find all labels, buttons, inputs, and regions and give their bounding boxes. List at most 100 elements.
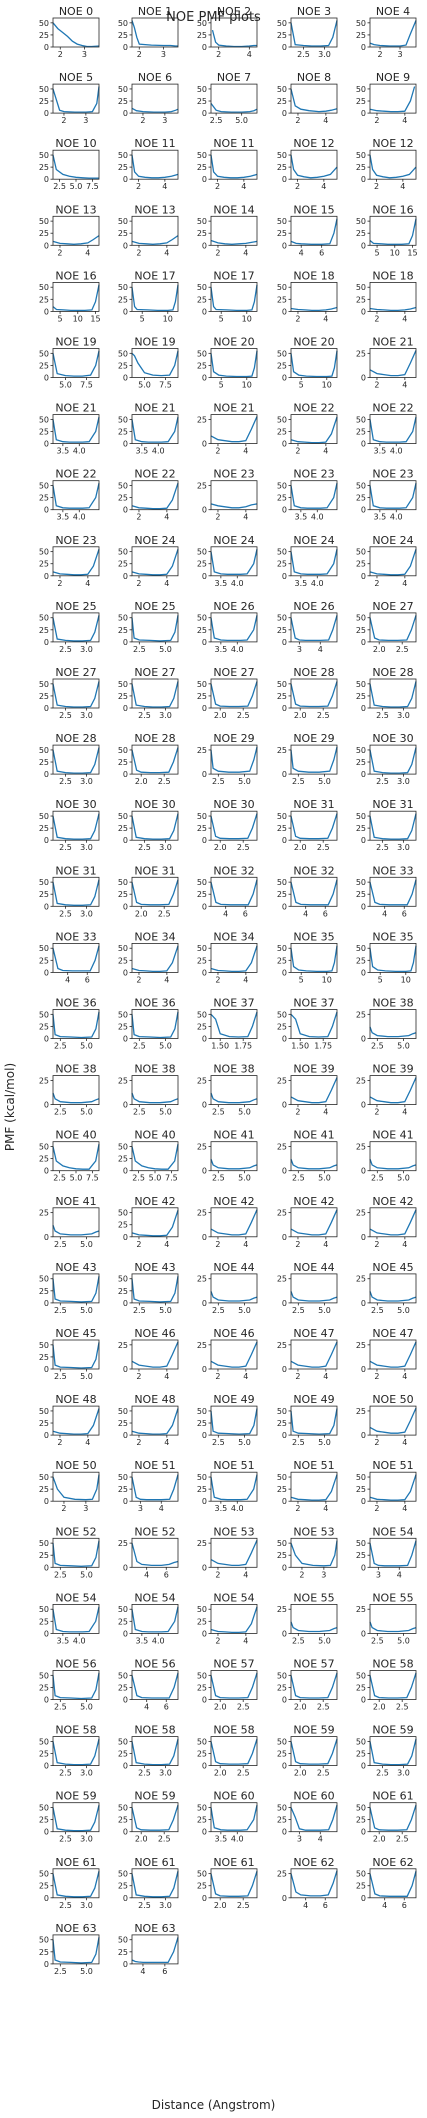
axes-frame xyxy=(52,1405,100,1436)
subplot: NOE 22 0 25 50 2 4 xyxy=(277,402,338,456)
y-tick-label: 50 xyxy=(356,1473,366,1482)
x-tick-label: 5.0 xyxy=(159,1108,172,1117)
subplot: NOE 17 0 25 50 5 10 xyxy=(197,269,258,323)
x-tick-label: 5.0 xyxy=(397,1174,410,1183)
subplot: NOE 30 0 25 50 2.5 3.0 xyxy=(356,732,417,786)
pmf-line xyxy=(210,1871,258,1897)
x-tick-label: 10 xyxy=(401,975,411,984)
x-tick-label: 3.0 xyxy=(318,50,331,59)
subplot: NOE 51 0 25 50 3.5 4.0 xyxy=(197,1459,258,1513)
x-axis-label: Distance (Angstrom) xyxy=(151,2098,276,2112)
y-tick-label: 25 xyxy=(39,560,49,569)
subplot-title: NOE 48 xyxy=(55,1393,96,1406)
x-tick-label: 2 xyxy=(136,1240,141,1249)
y-tick-label: 25 xyxy=(118,1617,128,1626)
x-tick-label: 2.5 xyxy=(59,711,72,720)
subplot: NOE 47 0 25 2 4 xyxy=(356,1327,417,1381)
pmf-line xyxy=(52,1011,100,1039)
pmf-line xyxy=(210,681,258,708)
pmf-line xyxy=(210,103,258,113)
y-tick-label: 0 xyxy=(123,638,128,647)
y-tick-label: 50 xyxy=(118,1209,128,1218)
y-tick-label: 25 xyxy=(197,1143,207,1152)
axes-frame xyxy=(290,1009,338,1039)
pmf-line xyxy=(369,350,417,377)
x-tick-label: 4 xyxy=(241,182,246,191)
x-tick-label: 4 xyxy=(402,1108,407,1117)
x-tick-label: 10 xyxy=(242,314,252,323)
y-tick-label: 25 xyxy=(39,758,49,767)
y-tick-label: 50 xyxy=(277,217,287,226)
y-tick-label: 0 xyxy=(361,968,366,977)
subplot-title: NOE 54 xyxy=(134,1591,175,1604)
pmf-line xyxy=(210,1804,258,1831)
axes-frame xyxy=(290,1207,338,1238)
x-tick-label: 4 xyxy=(243,1636,248,1645)
x-tick-label: 5 xyxy=(378,975,383,984)
y-tick-label: 25 xyxy=(118,890,128,899)
x-tick-label: 2.0 xyxy=(294,843,307,852)
y-tick-label: 0 xyxy=(361,638,366,647)
x-tick-label: 4 xyxy=(85,579,90,588)
y-tick-label: 25 xyxy=(118,1419,128,1428)
subplot-title: NOE 51 xyxy=(213,1459,254,1472)
x-tick-label: 3 xyxy=(138,1504,143,1513)
subplot: NOE 46 0 25 2 4 xyxy=(118,1327,179,1381)
subplot: NOE 51 0 25 50 3 4 xyxy=(118,1459,179,1513)
subplot: NOE 11 0 25 50 2 4 xyxy=(197,137,258,191)
y-tick-label: 50 xyxy=(197,1010,207,1019)
subplot: NOE 38 0 25 2.5 5.0 xyxy=(197,1063,258,1117)
subplot: NOE 59 0 25 50 2.5 3.0 xyxy=(39,1790,100,1844)
x-tick-label: 2 xyxy=(61,1504,66,1513)
y-tick-label: 50 xyxy=(277,151,287,160)
x-tick-label: 2.0 xyxy=(373,1835,386,1844)
y-tick-label: 0 xyxy=(123,1035,128,1044)
x-tick-label: 3.5 xyxy=(294,513,307,522)
pmf-line xyxy=(290,615,338,642)
x-tick-label: 4 xyxy=(402,1438,407,1447)
y-tick-label: 25 xyxy=(39,428,49,437)
pmf-line xyxy=(52,86,100,113)
subplot: NOE 52 0 25 4 6 xyxy=(118,1525,179,1579)
subplot: NOE 63 0 25 50 4 6 xyxy=(118,1922,179,1976)
subplot-title: NOE 61 xyxy=(55,1856,96,1869)
pmf-line xyxy=(369,1026,417,1038)
y-tick-label: 25 xyxy=(39,1683,49,1692)
x-tick-label: 1.75 xyxy=(234,1042,252,1051)
y-tick-label: 0 xyxy=(44,770,49,779)
x-tick-label: 3 xyxy=(83,1504,88,1513)
pmf-line xyxy=(210,239,258,245)
x-tick-label: 2 xyxy=(215,248,220,257)
x-tick-label: 2.5 xyxy=(54,1240,67,1249)
subplot: NOE 38 0 25 2.5 5.0 xyxy=(118,1063,179,1117)
x-tick-label: 5.0 xyxy=(159,645,172,654)
y-tick-label: 0 xyxy=(282,1828,287,1837)
pmf-line xyxy=(369,1672,417,1699)
x-tick-label: 3.0 xyxy=(80,777,93,786)
x-tick-label: 2.5 xyxy=(210,116,223,125)
subplot-title: NOE 61 xyxy=(134,1856,175,1869)
y-tick-label: 25 xyxy=(197,1750,207,1759)
subplot: NOE 59 0 25 50 2.0 2.5 xyxy=(118,1790,179,1844)
pmf-line xyxy=(290,1738,338,1765)
axes-frame xyxy=(290,1075,338,1105)
axes-frame xyxy=(131,678,179,709)
subplot-title: NOE 44 xyxy=(293,1261,334,1274)
axes-frame xyxy=(210,810,258,841)
axes-frame xyxy=(52,17,100,48)
subplot: NOE 62 0 25 4 6 xyxy=(277,1856,338,1910)
subplot-title: NOE 61 xyxy=(213,1856,254,1869)
subplot: NOE 31 0 25 50 2.5 3.0 xyxy=(356,798,417,852)
axes-frame xyxy=(290,1471,338,1502)
x-tick-label: 4.0 xyxy=(231,1835,244,1844)
subplot-title: NOE 12 xyxy=(372,137,413,150)
y-tick-label: 0 xyxy=(202,506,207,515)
y-tick-label: 50 xyxy=(277,1737,287,1746)
x-tick-label: 10 xyxy=(163,314,173,323)
axes-frame xyxy=(210,1273,258,1304)
y-tick-label: 50 xyxy=(118,217,128,226)
y-tick-label: 25 xyxy=(277,163,287,172)
y-tick-label: 25 xyxy=(39,890,49,899)
pmf-line xyxy=(52,747,100,774)
